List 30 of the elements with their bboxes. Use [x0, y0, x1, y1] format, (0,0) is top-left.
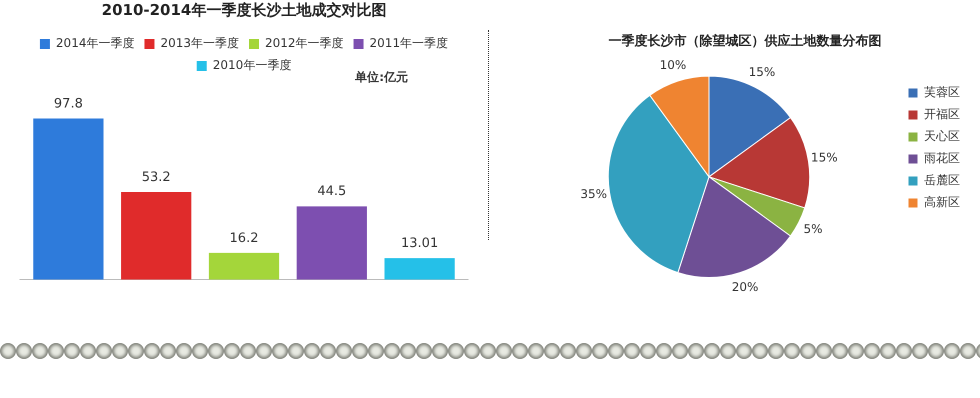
legend-label: 岳麓区 [924, 173, 960, 188]
data-label: 16.2 [230, 230, 258, 246]
legend-label: 2014年一季度 [56, 36, 134, 50]
data-label: 97.8 [54, 96, 83, 112]
data-label: 44.5 [317, 184, 346, 200]
data-label: 15% [810, 150, 838, 165]
legend-label: 2013年一季度 [160, 36, 240, 50]
bar [208, 252, 280, 280]
data-label: 15% [748, 64, 776, 79]
legend-label: 开福区 [924, 107, 960, 122]
data-label: 10% [660, 58, 686, 72]
legend-label: 2012年一季度 [265, 36, 344, 50]
legend-label: 芙蓉区 [924, 85, 960, 100]
data-label: 53.2 [142, 170, 171, 185]
legend-label: 高新区 [924, 195, 960, 210]
legend-label: 雨花区 [924, 151, 960, 166]
legend-label: 2010年一季度 [212, 58, 292, 72]
chart-title: 2010-2014年一季度长沙土地成交对比图 [102, 0, 386, 19]
legend-label: 2011年一季度 [370, 36, 448, 50]
bar [33, 118, 104, 280]
data-label: 35% [580, 187, 608, 202]
legend-label: 天心区 [924, 129, 960, 144]
text: 单位:亿元 [354, 70, 408, 84]
bar [296, 206, 367, 280]
bar [384, 258, 455, 280]
data-label: 20% [732, 280, 758, 294]
data-label: 5% [803, 222, 823, 236]
data-label: 13.01 [401, 236, 438, 252]
chart-title: 一季度长沙市（除望城区）供应土地数量分布图 [608, 33, 882, 50]
bar [121, 192, 192, 280]
